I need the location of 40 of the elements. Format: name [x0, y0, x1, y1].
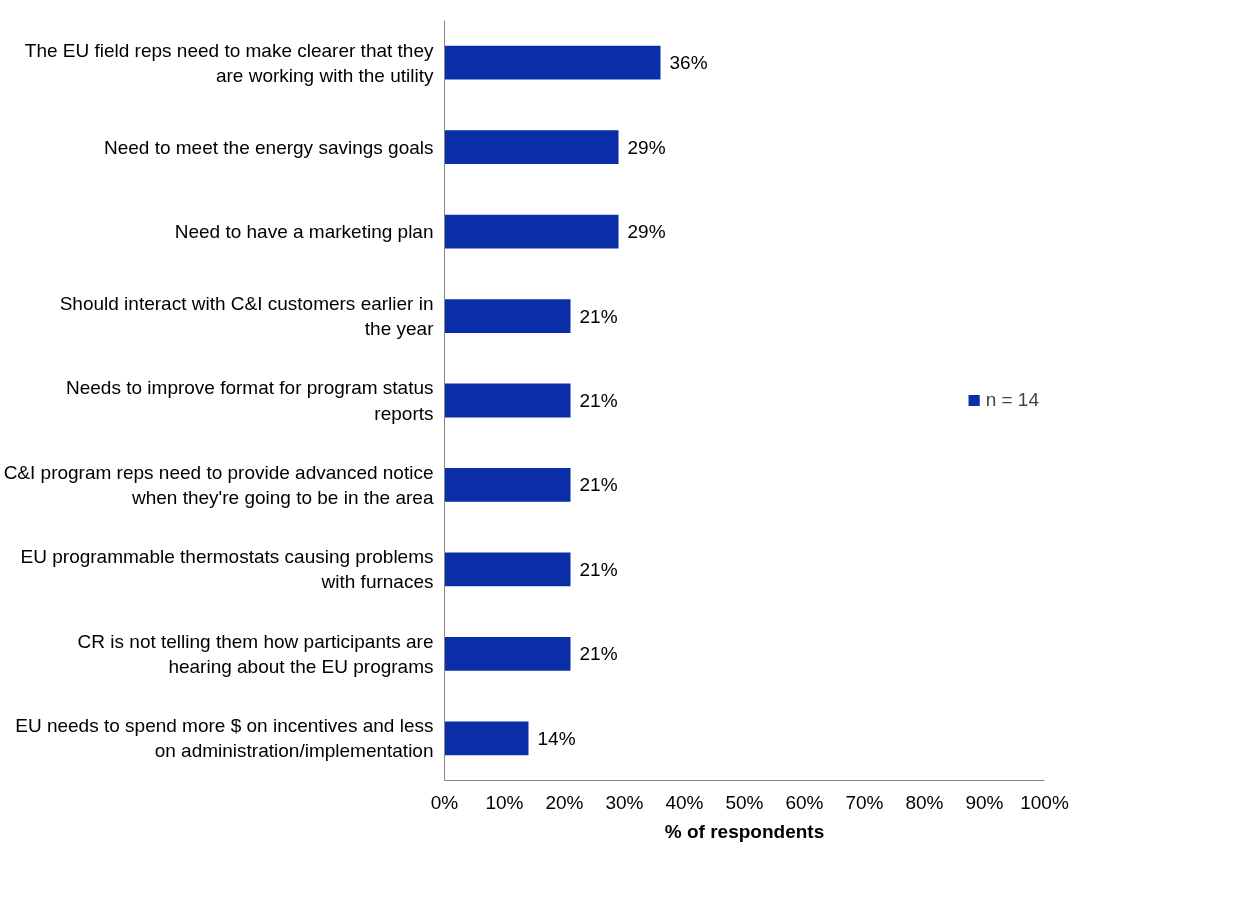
- data-label: 29%: [627, 136, 666, 158]
- x-tick-label: 10%: [485, 791, 524, 813]
- bar: [444, 130, 619, 165]
- bar: [444, 45, 661, 80]
- data-label: 14%: [537, 727, 576, 749]
- bar: [444, 383, 571, 418]
- bar: [444, 636, 571, 671]
- y-tick-label: Need to have a marketing plan: [174, 221, 434, 243]
- x-tick-label: 70%: [845, 791, 884, 813]
- bar: [444, 468, 571, 502]
- x-tick-label: 20%: [545, 791, 584, 813]
- data-label: 21%: [579, 474, 618, 496]
- x-axis-title: % of respondents: [664, 820, 825, 842]
- bar: [444, 721, 529, 756]
- y-tick-label: CR is not telling them how participants are hearing about the EU programs: [77, 630, 434, 677]
- y-tick-label: C&I program reps need to provide advanced notice when they're going to be in the area: [3, 461, 434, 509]
- bar: [444, 552, 571, 587]
- x-tick-label: 40%: [665, 791, 704, 813]
- data-label: 21%: [579, 558, 618, 580]
- y-tick-label: EU needs to spend more $ on incentives and less on administration/implementation: [15, 715, 434, 762]
- y-tick-label: Should interact with C&I customers earlier in the year: [59, 292, 435, 340]
- x-tick-label: 90%: [965, 791, 1004, 813]
- y-tick-label: EU programmable thermostats causing problems with furnaces: [20, 546, 434, 593]
- x-tick-label: 80%: [905, 791, 944, 813]
- y-tick-label: Need to meet the energy savings goals: [103, 136, 434, 158]
- bar: [444, 299, 571, 333]
- x-tick-label: 0%: [430, 791, 459, 813]
- y-tick-label: The EU field reps need to make clearer that they are working with the utility: [24, 39, 434, 86]
- x-tick-label: 60%: [785, 791, 824, 813]
- data-label: 21%: [579, 643, 618, 665]
- data-label: 29%: [627, 221, 666, 243]
- x-tick-label: 30%: [605, 791, 644, 813]
- bar: [444, 214, 619, 249]
- y-tick-label: Needs to improve format for program status reports: [66, 377, 434, 424]
- data-label: 21%: [579, 390, 618, 411]
- x-tick-label: 50%: [725, 791, 764, 813]
- data-label: 36%: [669, 52, 708, 74]
- x-tick-label: 100%: [1020, 791, 1069, 813]
- data-label: 21%: [579, 305, 618, 327]
- legend-label: n = 14: [985, 389, 1039, 411]
